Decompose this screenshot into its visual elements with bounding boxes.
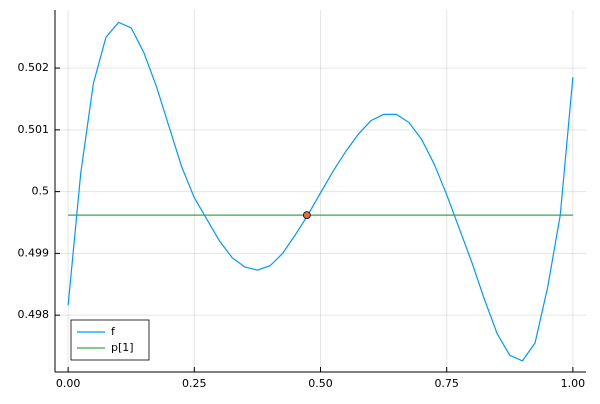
line-series [67,21,574,362]
point [302,211,311,219]
y-tick-label: 0.5 [32,185,50,198]
x-tick-label: 0.25 [182,377,207,390]
y-tick-label: 0.499 [18,246,50,259]
y-tick-label: 0.501 [18,123,50,136]
legend-label: f [111,325,116,338]
x-tick-label: 1.00 [561,377,586,390]
y-tick-label: 0.502 [18,61,50,74]
x-tick-label: 0.00 [56,377,81,390]
legend-label: p[1] [111,341,134,354]
legend-box [70,319,150,361]
x-tick-label: 0.50 [308,377,333,390]
x-tick-label: 0.75 [434,377,459,390]
y-tick-label: 0.498 [18,308,50,321]
